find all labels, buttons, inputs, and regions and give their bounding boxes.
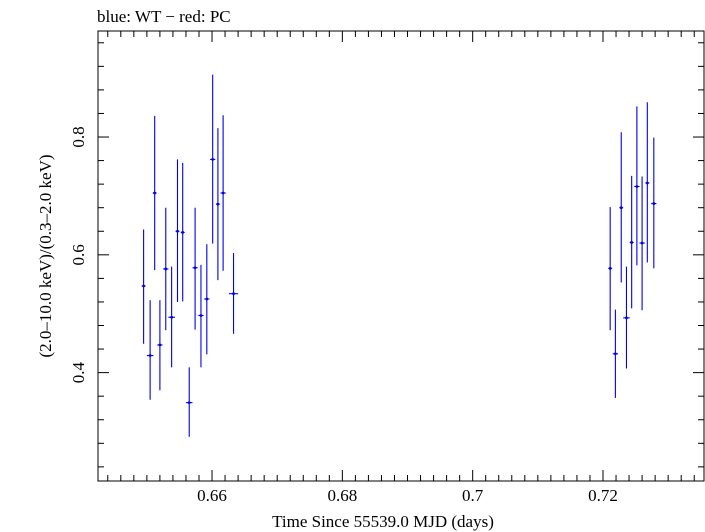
data-point: [180, 162, 185, 302]
data-point: [157, 300, 163, 391]
data-point: [141, 229, 146, 344]
point-marker: [181, 231, 185, 234]
x-tick-label: 0.68: [327, 486, 357, 505]
point-marker: [164, 267, 168, 271]
point-marker: [211, 158, 215, 161]
point-marker: [158, 343, 162, 347]
x-tick-label: 0.7: [462, 486, 484, 505]
data-points: [141, 74, 657, 437]
data-point: [228, 253, 239, 334]
point-marker: [640, 241, 644, 245]
point-marker: [625, 316, 628, 320]
point-marker: [635, 185, 639, 188]
data-point: [623, 266, 630, 369]
data-point: [168, 266, 175, 368]
axis-ticks: [98, 31, 704, 481]
data-point: [146, 300, 154, 400]
x-axis-label: Time Since 55539.0 MJD (days): [272, 512, 494, 531]
point-marker: [619, 206, 623, 210]
point-marker: [216, 202, 220, 206]
point-marker: [221, 191, 225, 195]
data-point: [220, 115, 226, 271]
point-marker: [645, 181, 649, 185]
data-point: [634, 106, 640, 266]
x-tick-label: 0.66: [197, 486, 227, 505]
tick-labels: 0.66 0.68 0.7 0.72 0.4 0.6 0.8: [69, 126, 618, 505]
point-marker: [608, 266, 612, 270]
point-marker: [232, 292, 235, 296]
point-marker: [170, 315, 174, 319]
point-marker: [630, 241, 634, 244]
point-marker: [148, 354, 152, 357]
data-point: [175, 159, 180, 302]
point-marker: [187, 401, 191, 405]
data-point: [639, 176, 645, 311]
data-point: [198, 264, 204, 368]
y-tick-label: 0.8: [69, 126, 88, 147]
point-marker: [142, 284, 146, 288]
point-marker: [176, 229, 179, 233]
point-marker: [199, 314, 203, 317]
data-point: [619, 132, 624, 283]
point-marker: [613, 352, 617, 356]
data-point: [645, 102, 650, 263]
data-point: [651, 137, 657, 269]
point-marker: [153, 191, 157, 195]
data-point: [210, 74, 216, 244]
data-point: [204, 244, 210, 355]
data-point: [163, 207, 169, 331]
data-point: [629, 175, 634, 309]
point-marker: [193, 266, 197, 270]
data-point: [152, 115, 157, 271]
data-point: [612, 309, 618, 398]
point-marker: [652, 202, 656, 205]
data-point: [215, 128, 220, 281]
data-point: [192, 207, 198, 330]
plot-frame: [97, 30, 705, 482]
y-tick-label: 0.6: [69, 244, 88, 265]
data-point: [608, 207, 613, 331]
data-point: [185, 367, 193, 437]
y-axis-label: (2.0–10.0 keV)/(0.3–2.0 keV): [36, 154, 55, 357]
chart-title: blue: WT − red: PC: [97, 7, 231, 26]
point-marker: [205, 297, 209, 301]
x-tick-label: 0.72: [588, 486, 618, 505]
y-tick-label: 0.4: [69, 361, 88, 383]
